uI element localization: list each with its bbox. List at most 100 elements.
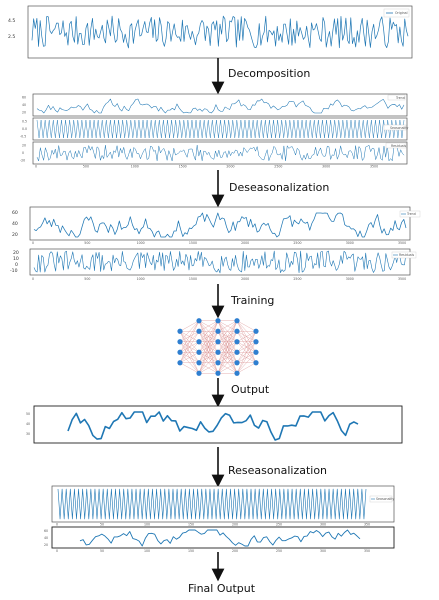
label-reseasonalization: Reseasonalization [228, 464, 327, 477]
decomp-seasonal-legend [383, 124, 407, 131]
nn-edge-3-0-0 [236, 320, 257, 332]
nn-node-3-3 [234, 349, 240, 355]
nn-node-0-2 [177, 349, 183, 355]
nn-node-1-1 [196, 328, 202, 334]
deseason-trend-y-tick-2: 40 [12, 221, 18, 227]
deseason-residual-x-ticks: 0 500 1000 1500 2000 2500 3000 3500 [32, 277, 406, 281]
label-output: Output [231, 383, 270, 396]
reseason-seasonal-x-tick-6: 300 [320, 523, 326, 527]
reseason-seasonal-path [57, 488, 367, 520]
deseason-trend-x-tick-6: 3000 [346, 241, 354, 245]
nn-edge-3-5-2 [236, 352, 257, 374]
nn-node-3-2 [234, 339, 240, 345]
deseason-trend-x-tick-5: 2500 [293, 241, 301, 245]
decomp-trend-y-tick-2: 40 [22, 103, 26, 107]
decomp-trend-y-tick-3: 20 [22, 111, 26, 115]
original-legend-label: Original [395, 11, 408, 15]
original-chart-frame [27, 5, 413, 59]
deseason-trend-frame [29, 206, 411, 241]
reseason-final-frame [51, 526, 395, 549]
decomp-residual-y-tick-3: -20 [20, 159, 25, 163]
deseason-residual-line [33, 250, 407, 274]
nn-edge-0-2-0 [179, 320, 200, 353]
nn-edge-3-3-0 [236, 331, 257, 353]
nn-edge-0-3-1 [179, 331, 200, 363]
deseason-residual-y-tick-2: 10 [13, 256, 19, 262]
reseason-final-x-tick-6: 300 [320, 549, 326, 553]
reseason-final-x-tick-0: 0 [56, 549, 58, 553]
reseason-seasonal-legend-label: Seasonality [376, 497, 395, 501]
nn-node-3-5 [234, 370, 240, 376]
nn-edge-1-4-0 [198, 320, 219, 363]
deseason-residual-x-tick-3: 1500 [189, 277, 197, 281]
output-y-tick-3: 30 [26, 432, 30, 436]
deseason-residual-x-tick-2: 1000 [137, 277, 145, 281]
nn-edge-2-1-0 [217, 320, 238, 332]
nn-edge-0-3-0 [179, 320, 200, 363]
deseason-residual-legend-label: Residuals [399, 253, 414, 257]
reseason-final-x-tick-2: 100 [144, 549, 150, 553]
decomp-x-tick-2: 1000 [131, 165, 139, 169]
reseason-final-y-tick-2: 40 [44, 536, 48, 540]
reseason-seasonal-x-tick-5: 250 [276, 523, 282, 527]
decomp-trend-frame [32, 93, 408, 117]
original-series-line [31, 15, 409, 49]
deseason-trend-legend-label: Trend [406, 212, 416, 216]
decomp-seasonal-line [36, 119, 405, 139]
nn-edge-3-4-0 [236, 331, 257, 363]
nn-node-1-4 [196, 360, 202, 366]
decomp-residual-line [36, 144, 405, 162]
nn-node-0-0 [177, 328, 183, 334]
reseason-seasonal-x-tick-2: 100 [144, 523, 150, 527]
nn-edge-1-5-0 [198, 320, 219, 374]
output-series-path [67, 411, 359, 441]
nn-node-3-1 [234, 328, 240, 334]
reseason-final-y-tick-1: 60 [44, 529, 48, 533]
nn-edge-0-3-2 [179, 341, 200, 363]
reseason-seasonal-x-tick-1: 50 [100, 523, 104, 527]
nn-edge-2-5-2 [217, 341, 238, 374]
reseason-final-x-tick-1: 50 [100, 549, 104, 553]
deseason-trend-x-tick-1: 500 [84, 241, 90, 245]
decomp-seasonal-y-tick-3: -0.5 [20, 135, 26, 139]
reseason-seasonal-x-tick-0: 0 [56, 523, 58, 527]
reseason-final-x-tick-7: 350 [364, 549, 370, 553]
decomp-trend-legend-label: Trend [395, 96, 405, 100]
nn-edge-1-5-2 [198, 341, 219, 374]
nn-node-1-5 [196, 370, 202, 376]
deseason-trend-x-tick-0: 0 [32, 241, 34, 245]
deseason-trend-x-tick-3: 1500 [189, 241, 197, 245]
deseason-trend-x-tick-4: 2000 [241, 241, 249, 245]
reseason-final-line [79, 529, 361, 547]
reseason-final-y-tick-3: 20 [44, 543, 48, 547]
original-y-tick-1: 4.5 [8, 18, 15, 24]
decomp-x-tick-0: 0 [35, 165, 37, 169]
deseason-residual-x-tick-5: 2500 [293, 277, 301, 281]
deseason-trend-y-tick-1: 60 [12, 210, 18, 216]
decomp-trend-line [36, 98, 405, 114]
label-final-output: Final Output [188, 582, 256, 595]
deseason-trend-path [33, 212, 407, 238]
nn-edge-0-3-3 [179, 352, 200, 363]
deseason-residual-y-tick-4: -10 [10, 268, 18, 274]
nn-edge-1-5-1 [198, 331, 219, 374]
decomp-residual-frame [32, 141, 408, 165]
original-legend [383, 8, 410, 18]
decomp-seasonal-path [36, 119, 405, 139]
nn-node-2-4 [215, 360, 221, 366]
nn-edge-0-0-0 [179, 320, 200, 332]
deseason-residual-x-tick-1: 500 [84, 277, 90, 281]
nn-node-2-3 [215, 349, 221, 355]
nn-edge-1-1-0 [198, 320, 219, 332]
decomp-trend-y-tick-1: 60 [22, 96, 26, 100]
reseason-seasonal-line [57, 488, 367, 520]
reseason-seasonal-x-tick-4: 200 [232, 523, 238, 527]
nn-node-2-5 [215, 370, 221, 376]
decomp-residual-legend [385, 142, 407, 149]
nn-edge-3-5-3 [236, 362, 257, 374]
deseason-trend-x-ticks: 0 500 1000 1500 2000 2500 3000 3500 [32, 241, 406, 245]
nn-node-2-0 [215, 318, 221, 324]
decomp-x-tick-3: 1500 [179, 165, 187, 169]
